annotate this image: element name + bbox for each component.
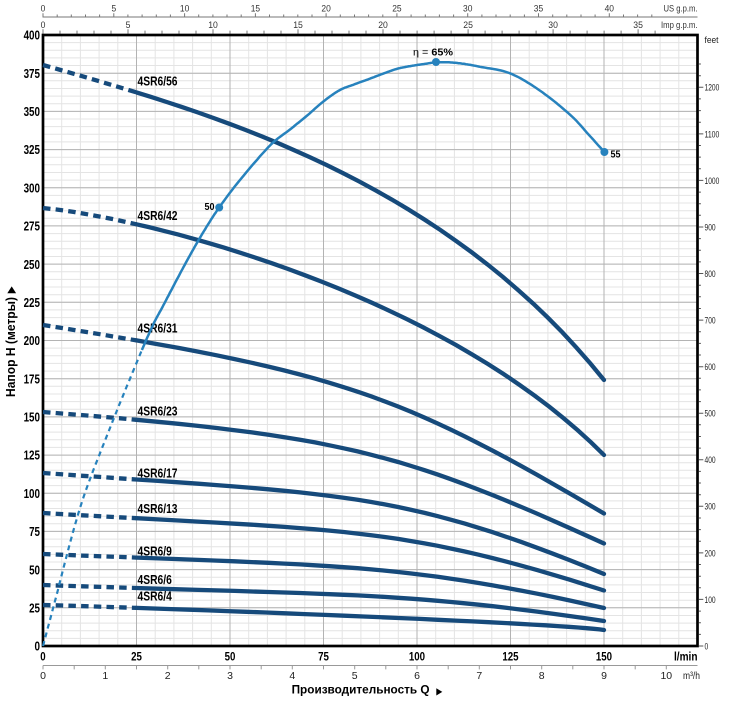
svg-text:0: 0 xyxy=(705,641,709,651)
svg-text:225: 225 xyxy=(24,295,40,310)
svg-text:20: 20 xyxy=(321,4,330,14)
svg-text:1200: 1200 xyxy=(705,83,720,93)
svg-text:100: 100 xyxy=(24,486,40,501)
svg-text:4SR6/31: 4SR6/31 xyxy=(138,321,178,336)
svg-text:5: 5 xyxy=(126,20,131,30)
svg-text:US g.p.m.: US g.p.m. xyxy=(664,4,698,14)
svg-text:4SR6/17: 4SR6/17 xyxy=(138,466,178,481)
svg-text:4SR6/13: 4SR6/13 xyxy=(138,501,178,516)
svg-text:800: 800 xyxy=(705,269,716,279)
svg-text:10: 10 xyxy=(180,4,189,14)
svg-text:η = 65%: η = 65% xyxy=(413,47,453,58)
svg-text:500: 500 xyxy=(705,409,716,419)
svg-text:7: 7 xyxy=(476,670,482,682)
svg-text:feet: feet xyxy=(705,35,719,45)
svg-text:150: 150 xyxy=(24,410,40,425)
svg-text:150: 150 xyxy=(596,650,613,663)
svg-text:1000: 1000 xyxy=(705,176,720,186)
svg-text:9: 9 xyxy=(601,670,607,682)
svg-text:1: 1 xyxy=(102,670,108,682)
svg-text:5: 5 xyxy=(352,670,358,682)
svg-text:25: 25 xyxy=(29,601,40,616)
svg-text:350: 350 xyxy=(24,104,40,119)
svg-text:Производительность Q: Производительность Q xyxy=(292,682,430,696)
svg-text:15: 15 xyxy=(293,20,303,30)
svg-text:6: 6 xyxy=(414,670,420,682)
svg-text:20: 20 xyxy=(378,20,388,30)
svg-text:4SR6/56: 4SR6/56 xyxy=(138,74,178,89)
svg-text:0: 0 xyxy=(40,670,46,682)
svg-text:3: 3 xyxy=(227,670,233,682)
svg-text:600: 600 xyxy=(705,362,716,372)
svg-text:10: 10 xyxy=(660,670,672,682)
svg-text:35: 35 xyxy=(534,4,543,14)
svg-text:250: 250 xyxy=(24,257,40,272)
svg-text:200: 200 xyxy=(24,333,40,348)
svg-text:15: 15 xyxy=(251,4,260,14)
svg-text:30: 30 xyxy=(463,4,472,14)
svg-text:0: 0 xyxy=(41,4,46,14)
svg-text:4SR6/9: 4SR6/9 xyxy=(138,544,172,559)
svg-text:375: 375 xyxy=(24,66,40,81)
svg-text:35: 35 xyxy=(633,20,643,30)
svg-text:1100: 1100 xyxy=(705,129,720,139)
svg-text:100: 100 xyxy=(409,650,426,663)
svg-text:700: 700 xyxy=(705,316,716,326)
svg-text:900: 900 xyxy=(705,222,716,232)
svg-text:40: 40 xyxy=(605,4,614,14)
svg-text:8: 8 xyxy=(539,670,545,682)
svg-text:300: 300 xyxy=(705,502,716,512)
svg-text:50: 50 xyxy=(205,202,215,213)
svg-text:75: 75 xyxy=(318,650,329,663)
svg-text:10: 10 xyxy=(208,20,218,30)
svg-text:175: 175 xyxy=(24,371,40,386)
svg-text:25: 25 xyxy=(131,650,142,663)
svg-text:25: 25 xyxy=(463,20,473,30)
svg-text:400: 400 xyxy=(24,28,40,43)
svg-text:50: 50 xyxy=(29,562,40,577)
svg-text:325: 325 xyxy=(24,142,40,157)
svg-text:m³/h: m³/h xyxy=(683,671,700,682)
svg-text:30: 30 xyxy=(548,20,558,30)
svg-text:4SR6/4: 4SR6/4 xyxy=(138,589,173,604)
svg-text:l/min: l/min xyxy=(674,650,698,663)
svg-text:400: 400 xyxy=(705,455,716,465)
svg-text:2: 2 xyxy=(165,670,171,682)
svg-text:4SR6/6: 4SR6/6 xyxy=(138,572,172,587)
svg-text:125: 125 xyxy=(24,448,40,463)
svg-text:200: 200 xyxy=(705,548,716,558)
svg-text:0: 0 xyxy=(41,20,46,30)
svg-text:4: 4 xyxy=(289,670,295,682)
svg-text:275: 275 xyxy=(24,219,40,234)
svg-text:75: 75 xyxy=(29,524,40,539)
svg-text:4SR6/23: 4SR6/23 xyxy=(138,404,178,419)
svg-text:Imp g.p.m.: Imp g.p.m. xyxy=(661,20,698,30)
svg-text:50: 50 xyxy=(225,650,236,663)
svg-text:5: 5 xyxy=(111,4,116,14)
svg-text:Напор H (метры): Напор H (метры) xyxy=(3,297,18,397)
svg-text:0: 0 xyxy=(35,639,41,654)
svg-text:0: 0 xyxy=(40,650,46,663)
svg-text:4SR6/42: 4SR6/42 xyxy=(138,208,178,223)
svg-text:300: 300 xyxy=(24,180,40,195)
svg-text:125: 125 xyxy=(502,650,519,663)
svg-text:25: 25 xyxy=(392,4,401,14)
svg-text:55: 55 xyxy=(611,150,621,161)
svg-text:100: 100 xyxy=(705,595,716,605)
